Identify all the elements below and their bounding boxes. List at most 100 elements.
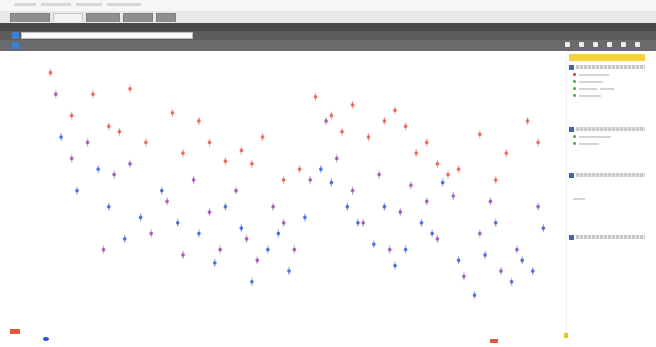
data-point[interactable] [197,231,201,236]
data-point[interactable] [509,279,514,284]
data-point[interactable] [287,269,291,273]
tab-1[interactable] [10,13,50,22]
layer-group-header[interactable] [569,126,645,132]
data-point[interactable] [292,247,297,252]
data-point[interactable] [266,247,270,252]
map-marker-icon[interactable] [10,329,20,334]
layer-row[interactable] [569,72,645,77]
data-point[interactable] [218,247,222,252]
data-point[interactable] [122,237,127,241]
data-point[interactable] [69,156,74,161]
data-point[interactable] [425,140,429,145]
data-point[interactable] [128,87,132,91]
data-point[interactable] [69,113,74,118]
layer-row[interactable] [569,86,645,91]
search-input[interactable] [21,32,193,39]
data-point[interactable] [393,263,397,268]
data-point[interactable] [536,204,540,209]
data-point[interactable] [499,269,503,273]
data-point[interactable] [250,162,254,166]
data-point[interactable] [387,247,392,252]
data-point[interactable] [372,242,376,247]
data-point[interactable] [138,215,143,220]
data-point[interactable] [107,204,111,209]
data-point[interactable] [425,199,429,204]
map-marker-icon[interactable] [564,333,568,338]
data-point[interactable] [456,258,461,263]
data-point[interactable] [213,261,217,265]
data-point[interactable] [456,167,461,171]
data-point[interactable] [334,156,339,161]
layer-toggle-icon[interactable] [569,172,574,178]
data-point[interactable] [107,124,111,129]
breadcrumb-item[interactable] [107,3,141,6]
data-point[interactable] [149,231,153,236]
data-point[interactable] [85,140,90,145]
breadcrumb-item[interactable] [76,3,102,6]
data-point[interactable] [504,151,509,155]
tab-2[interactable] [53,13,83,22]
layer-row[interactable] [569,196,645,201]
data-point[interactable] [160,188,164,193]
data-point[interactable] [435,162,440,166]
data-point[interactable] [329,180,334,185]
toolbar-layers-button[interactable] [565,42,572,47]
data-point[interactable] [91,92,95,96]
map-marker-icon[interactable] [490,339,498,343]
data-point[interactable] [430,231,434,236]
data-point[interactable] [403,124,408,129]
scatter-plot[interactable] [18,56,560,336]
data-point[interactable] [515,247,519,252]
layer-group-header[interactable] [569,64,645,70]
data-point[interactable] [165,199,169,204]
data-point[interactable] [197,119,201,123]
toolbar-help-button[interactable] [621,42,628,47]
data-point[interactable] [75,188,79,193]
breadcrumb-item[interactable] [41,3,71,6]
data-point[interactable] [435,237,440,241]
data-point[interactable] [478,231,482,236]
data-point[interactable] [319,167,323,171]
layers-toggle-icon[interactable] [12,42,19,49]
tab-3[interactable] [86,13,120,22]
data-point[interactable] [297,167,302,171]
data-point[interactable] [478,132,482,137]
layer-row[interactable] [569,141,645,146]
data-point[interactable] [451,194,456,198]
data-point[interactable] [239,226,244,230]
data-point[interactable] [271,204,275,209]
data-point[interactable] [541,226,546,230]
data-point[interactable] [281,178,286,182]
map-marker-icon[interactable] [43,337,49,341]
data-point[interactable] [531,269,535,273]
toolbar-print-button[interactable] [593,42,600,47]
layer-row[interactable] [569,79,645,84]
data-point[interactable] [398,210,403,214]
layer-row[interactable] [569,134,645,139]
data-point[interactable] [308,178,313,182]
data-point[interactable] [170,111,175,115]
layer-toggle-icon[interactable] [569,126,574,132]
data-point[interactable] [329,113,334,118]
data-point[interactable] [382,119,387,123]
data-point[interactable] [117,129,122,134]
data-point[interactable] [462,274,466,279]
data-point[interactable] [393,108,397,113]
data-point[interactable] [255,258,259,263]
layer-row[interactable] [569,93,645,98]
toolbar-search-button[interactable] [579,42,586,47]
data-point[interactable] [493,221,498,225]
data-point[interactable] [536,140,540,145]
data-point[interactable] [181,253,185,257]
data-point[interactable] [377,172,381,177]
data-point[interactable] [223,159,228,163]
tab-4[interactable] [123,13,153,22]
data-point[interactable] [223,204,228,209]
data-point[interactable] [446,172,450,177]
data-point[interactable] [54,92,58,96]
data-point[interactable] [234,188,238,193]
data-point[interactable] [345,204,350,209]
layer-group-header[interactable] [569,172,645,178]
data-point[interactable] [483,253,487,257]
data-point[interactable] [250,279,254,284]
